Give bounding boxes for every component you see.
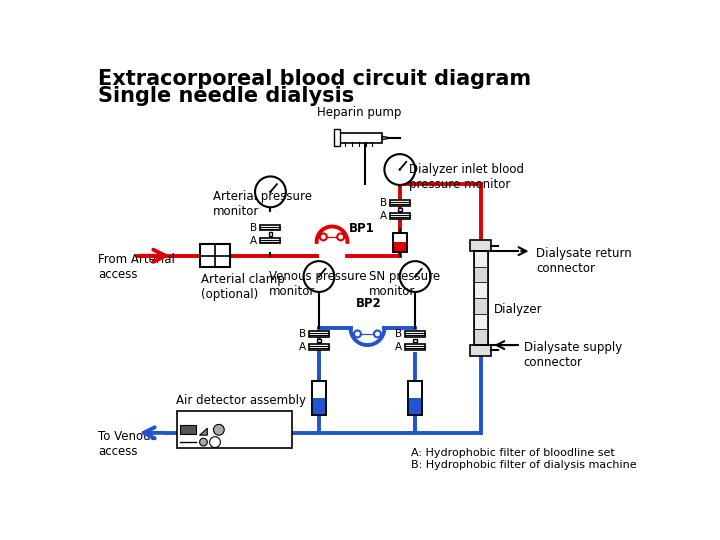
Text: A: A: [251, 236, 257, 246]
Bar: [474, 251, 487, 345]
Bar: [317, 339, 321, 342]
Text: Dialysate supply
connector: Dialysate supply connector: [523, 341, 622, 369]
Circle shape: [399, 168, 401, 171]
Bar: [470, 345, 492, 356]
Bar: [393, 233, 407, 252]
Bar: [474, 314, 487, 329]
Text: A: A: [299, 342, 306, 352]
Text: Venous pressure
monitor: Venous pressure monitor: [269, 271, 366, 299]
Bar: [408, 381, 422, 415]
Bar: [309, 331, 329, 336]
Bar: [413, 339, 417, 342]
Bar: [312, 381, 326, 415]
Bar: [393, 233, 407, 252]
Bar: [405, 345, 426, 350]
Text: Dialyzer: Dialyzer: [494, 303, 542, 316]
Text: Heparin pump: Heparin pump: [317, 106, 401, 119]
Polygon shape: [382, 137, 390, 139]
Bar: [390, 213, 410, 219]
Text: From Arterial
access: From Arterial access: [98, 253, 175, 281]
Circle shape: [384, 154, 415, 185]
Text: A: A: [379, 211, 387, 221]
Bar: [261, 238, 281, 244]
Text: Air detector assembly: Air detector assembly: [176, 394, 307, 408]
Text: B: B: [251, 222, 257, 233]
Text: Extracorporeal blood circuit diagram: Extracorporeal blood circuit diagram: [98, 69, 531, 89]
Text: Dialyzer inlet blood
pressure monitor: Dialyzer inlet blood pressure monitor: [409, 164, 524, 191]
Text: Arterial clamp
(optional): Arterial clamp (optional): [201, 273, 285, 301]
Bar: [312, 381, 326, 415]
Circle shape: [374, 330, 381, 338]
Text: B: Hydrophobic filter of dialysis machine: B: Hydrophobic filter of dialysis machin…: [411, 460, 637, 469]
Bar: [199, 244, 230, 267]
Bar: [398, 208, 402, 212]
Text: Dialysate return
connector: Dialysate return connector: [536, 247, 632, 275]
Bar: [390, 200, 410, 206]
Bar: [408, 381, 422, 415]
Text: B: B: [379, 198, 387, 208]
Bar: [261, 225, 281, 231]
Bar: [470, 240, 492, 251]
Circle shape: [269, 191, 271, 193]
Text: Arterial pressure
monitor: Arterial pressure monitor: [212, 190, 312, 218]
Text: B: B: [395, 329, 402, 339]
Circle shape: [354, 330, 361, 338]
Circle shape: [337, 233, 344, 240]
Circle shape: [414, 275, 416, 278]
Circle shape: [213, 424, 224, 435]
Circle shape: [400, 261, 431, 292]
Text: BP1: BP1: [349, 222, 374, 235]
Text: SN pressure
monitor: SN pressure monitor: [369, 271, 440, 299]
Bar: [309, 345, 329, 350]
Bar: [312, 398, 326, 415]
Bar: [340, 133, 382, 143]
Text: A: Hydrophobic filter of bloodline set: A: Hydrophobic filter of bloodline set: [411, 448, 615, 458]
Bar: [405, 331, 426, 336]
Circle shape: [318, 275, 320, 278]
Polygon shape: [199, 428, 207, 435]
Text: B: B: [299, 329, 306, 339]
Bar: [474, 298, 487, 314]
Bar: [393, 242, 407, 252]
Bar: [474, 251, 487, 267]
Text: Single needle dialysis: Single needle dialysis: [98, 86, 354, 106]
Circle shape: [320, 233, 327, 240]
Bar: [180, 425, 196, 434]
Bar: [408, 398, 422, 415]
Circle shape: [199, 438, 207, 446]
Bar: [474, 329, 487, 345]
Text: BP2: BP2: [356, 298, 382, 310]
Bar: [176, 411, 292, 448]
Text: To Venous
access: To Venous access: [98, 430, 157, 458]
Bar: [334, 130, 340, 146]
Bar: [269, 232, 272, 236]
Text: A: A: [395, 342, 402, 352]
Bar: [474, 267, 487, 282]
Circle shape: [304, 261, 334, 292]
Bar: [474, 282, 487, 298]
Circle shape: [255, 177, 286, 207]
